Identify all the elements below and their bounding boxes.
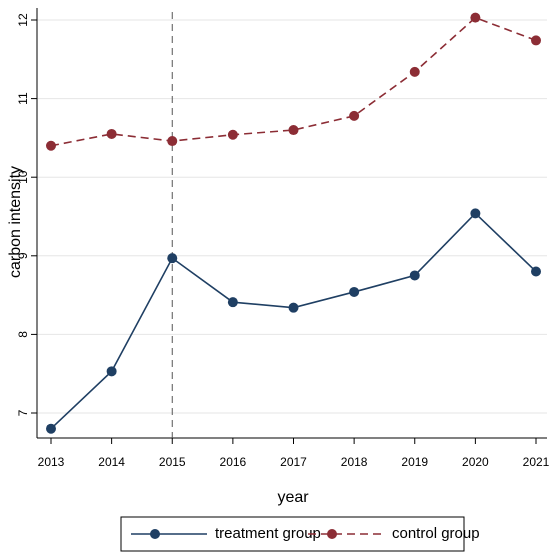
treatment-group-marker [531, 266, 541, 277]
control-group-marker [409, 66, 420, 77]
series-group [46, 12, 541, 434]
control-group-marker [470, 12, 481, 23]
x-tick-label: 2015 [159, 455, 186, 469]
x-tick-label: 2016 [220, 455, 247, 469]
y-tick-label: 12 [16, 13, 30, 27]
y-axis-ticks: 7 8 9 10 11 12 [16, 13, 37, 416]
legend-control-group-label: control group [392, 525, 480, 542]
x-tick-label: 2017 [280, 455, 307, 469]
y-axis-title: carbon intensity [7, 166, 24, 278]
x-axis-ticks: 2013 2014 2015 2016 2017 2018 2019 2020 2021 [38, 438, 550, 469]
treatment-group-marker [288, 302, 299, 313]
treatment-group-marker [470, 208, 481, 219]
legend-treatment-group-label: treatment group [215, 525, 321, 542]
control-group-line [50, 16, 537, 147]
treatment-group-marker [167, 253, 178, 264]
gridlines [37, 19, 547, 414]
x-tick-label: 2014 [98, 455, 125, 469]
x-tick-label: 2019 [401, 455, 428, 469]
y-tick-label: 10 [16, 170, 30, 184]
y-tick-label: 8 [16, 331, 30, 338]
legend-control-group-marker [327, 529, 337, 539]
treatment-group-marker [106, 366, 117, 377]
control-group-marker [106, 128, 117, 139]
x-tick-label: 2021 [523, 455, 550, 469]
legend-treatment-group-marker [150, 529, 160, 539]
treatment-group-marker [46, 423, 56, 434]
treatment-group-marker [227, 297, 238, 308]
treatment-group-marker [409, 270, 420, 281]
y-tick-label: 9 [16, 252, 30, 259]
legend: treatment group control group [120, 516, 480, 552]
x-tick-label: 2013 [38, 455, 65, 469]
control-group-marker [349, 110, 360, 121]
control-group-marker [227, 129, 238, 140]
treatment-group-marker [349, 286, 360, 297]
control-group-marker [46, 140, 56, 151]
y-tick-label: 11 [16, 92, 30, 105]
x-axis-title: year [277, 489, 309, 506]
x-tick-label: 2020 [462, 455, 489, 469]
x-tick-label: 2018 [341, 455, 368, 469]
control-group-marker [531, 35, 541, 46]
control-group-marker [288, 125, 299, 136]
y-tick-label: 7 [16, 409, 30, 416]
control-group-marker [167, 136, 178, 147]
legend-entries: treatment group control group [131, 525, 480, 542]
